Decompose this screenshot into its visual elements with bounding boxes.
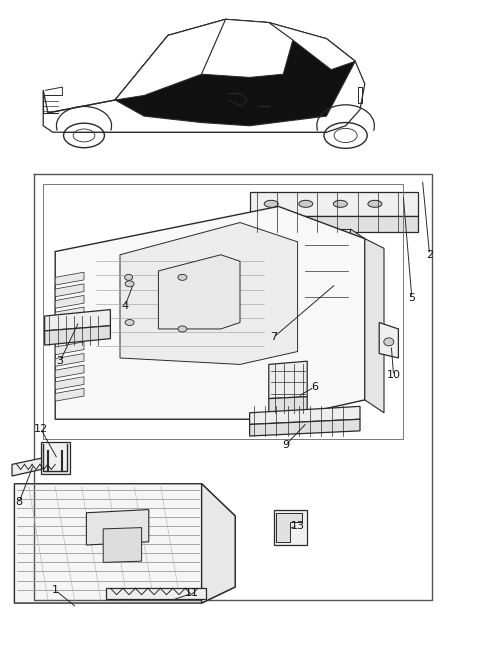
Text: 7: 7 — [270, 332, 277, 342]
Text: 5: 5 — [408, 293, 415, 303]
Text: 8: 8 — [16, 497, 23, 507]
Polygon shape — [55, 342, 84, 355]
Ellipse shape — [384, 338, 394, 346]
Polygon shape — [269, 23, 355, 70]
Polygon shape — [250, 419, 360, 436]
Polygon shape — [55, 319, 84, 332]
Ellipse shape — [125, 281, 134, 287]
Text: 9: 9 — [282, 440, 289, 450]
Polygon shape — [250, 406, 360, 424]
Text: 11: 11 — [185, 588, 199, 599]
Polygon shape — [43, 19, 365, 132]
Polygon shape — [45, 326, 110, 345]
Polygon shape — [115, 19, 226, 100]
Polygon shape — [106, 588, 206, 599]
Text: 1: 1 — [52, 585, 59, 595]
Polygon shape — [365, 239, 384, 413]
Polygon shape — [41, 442, 70, 474]
Polygon shape — [55, 272, 84, 285]
Ellipse shape — [125, 274, 132, 281]
Polygon shape — [55, 284, 84, 297]
Polygon shape — [122, 268, 139, 287]
Polygon shape — [379, 322, 398, 358]
Polygon shape — [250, 216, 418, 232]
Polygon shape — [250, 192, 418, 216]
Text: 4: 4 — [121, 301, 128, 312]
Polygon shape — [202, 484, 235, 603]
Polygon shape — [115, 23, 355, 126]
Text: 3: 3 — [57, 356, 63, 366]
Polygon shape — [103, 528, 142, 562]
Polygon shape — [45, 310, 110, 331]
Ellipse shape — [264, 201, 278, 207]
Polygon shape — [302, 229, 350, 322]
Polygon shape — [269, 361, 307, 399]
Text: 12: 12 — [34, 424, 48, 434]
Polygon shape — [55, 365, 84, 378]
Polygon shape — [55, 206, 365, 419]
Polygon shape — [269, 397, 307, 413]
Ellipse shape — [178, 274, 187, 281]
Ellipse shape — [178, 326, 187, 332]
Polygon shape — [120, 223, 298, 364]
Ellipse shape — [368, 201, 382, 207]
Text: 6: 6 — [311, 382, 318, 392]
Polygon shape — [55, 388, 84, 401]
Polygon shape — [55, 353, 84, 366]
Polygon shape — [55, 377, 84, 390]
Polygon shape — [274, 510, 307, 545]
Polygon shape — [14, 484, 235, 603]
Text: 13: 13 — [290, 521, 305, 531]
Text: 2: 2 — [426, 250, 433, 260]
Polygon shape — [276, 513, 302, 542]
Polygon shape — [55, 307, 84, 320]
Polygon shape — [12, 455, 58, 476]
Ellipse shape — [333, 201, 348, 207]
Polygon shape — [350, 229, 365, 332]
Polygon shape — [55, 295, 84, 308]
Ellipse shape — [299, 201, 313, 207]
Ellipse shape — [125, 319, 134, 326]
Polygon shape — [86, 510, 149, 545]
Polygon shape — [158, 255, 240, 329]
Polygon shape — [55, 330, 84, 343]
Text: 10: 10 — [386, 370, 401, 381]
Polygon shape — [202, 19, 293, 77]
